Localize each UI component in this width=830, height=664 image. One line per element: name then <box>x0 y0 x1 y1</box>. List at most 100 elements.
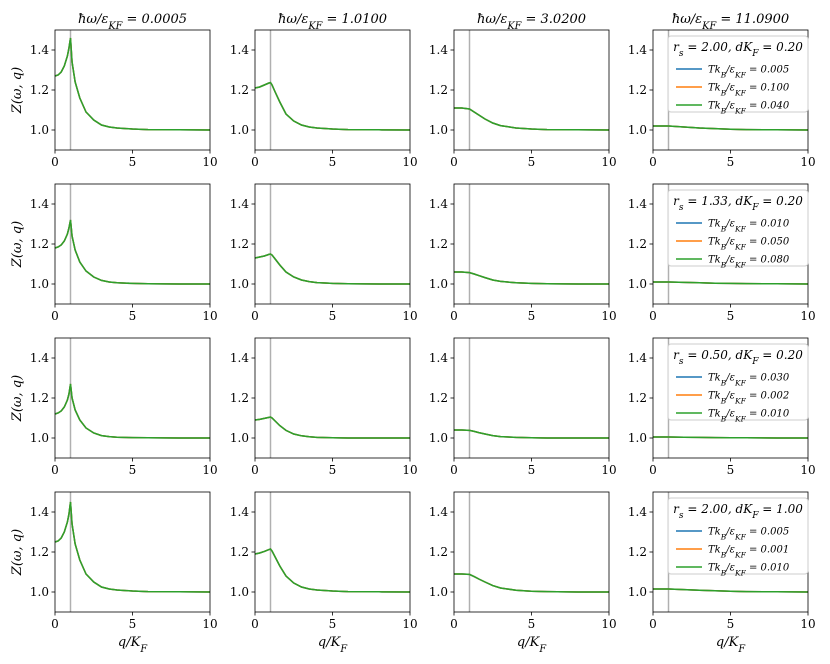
x-tick-label: 5 <box>329 155 337 169</box>
legend: rs = 2.00, dKF = 1.00 TkB/εKF = 0.005 TkB/… <box>667 497 809 578</box>
x-tick-label: 0 <box>649 463 657 477</box>
x-tick-label: 5 <box>727 155 735 169</box>
panel-r3-c0: 0 5 10 1.0 1.2 1.4 Z(ω, q) q/KF <box>10 491 218 655</box>
axes-frame <box>453 29 610 151</box>
series-line-0 <box>454 573 609 593</box>
x-tick-label: 10 <box>800 155 815 169</box>
panel-r3-c3: 0 5 10 1.0 1.2 1.4 q/KF rs = 2.00, dKF = 1.00 Tk… <box>628 491 816 655</box>
series-line-2 <box>54 383 210 439</box>
y-tick-label: 1.0 <box>429 431 448 445</box>
x-tick-label: 5 <box>727 463 735 477</box>
panel-r1-c3: 0 5 10 1.0 1.2 1.4 rs = 1.33, dKF = 0.20 TkB/εK… <box>628 183 816 323</box>
panel-r3-c1: 0 5 10 1.0 1.2 1.4 q/KF <box>230 491 418 655</box>
y-tick-label: 1.4 <box>30 197 49 211</box>
legend-box <box>667 35 809 113</box>
series-line-2 <box>653 281 809 285</box>
x-tick-label: 5 <box>129 155 137 169</box>
series-line-2 <box>54 37 211 131</box>
series-line-0 <box>454 271 609 285</box>
y-tick-label: 1.4 <box>628 505 647 519</box>
x-tick-label: 0 <box>450 463 458 477</box>
series-line-0 <box>254 548 411 593</box>
legend-entry-0: TkB/εKF = 0.005 <box>708 527 789 542</box>
x-axis-label: q/KF <box>318 635 348 655</box>
y-tick-label: 1.0 <box>30 431 49 445</box>
legend-box <box>667 189 809 267</box>
y-tick-label: 1.2 <box>429 237 448 251</box>
y-tick-label: 1.2 <box>429 391 448 405</box>
x-tick-label: 10 <box>202 463 217 477</box>
axes-frame <box>54 183 211 305</box>
x-tick-label: 0 <box>649 617 657 631</box>
y-tick-label: 1.2 <box>429 83 448 97</box>
series-line-2 <box>54 219 210 285</box>
x-tick-label: 0 <box>51 617 59 631</box>
series-line-2 <box>54 501 211 593</box>
series-line-2 <box>254 81 411 131</box>
legend-entry-2: TkB/εKF = 0.010 <box>708 563 790 578</box>
legend-entry-1: TkB/εKF = 0.100 <box>708 83 790 98</box>
y-tick-label: 1.0 <box>429 277 448 291</box>
panel-r2-c3: 0 5 10 1.0 1.2 1.4 rs = 0.50, dKF = 0.20 TkB/εK… <box>628 337 816 477</box>
y-tick-label: 1.2 <box>230 83 249 97</box>
x-tick-label: 5 <box>528 617 536 631</box>
series-line-1 <box>54 383 210 439</box>
series-line-1 <box>454 573 609 593</box>
series-line-0 <box>254 416 410 439</box>
x-tick-label: 5 <box>129 617 137 631</box>
x-tick-label: 0 <box>251 463 259 477</box>
x-tick-label: 10 <box>601 617 616 631</box>
series-line-0 <box>54 383 210 439</box>
series-line-2 <box>254 548 411 593</box>
x-tick-label: 0 <box>51 463 59 477</box>
x-tick-label: 0 <box>450 617 458 631</box>
legend-entry-2: TkB/εKF = 0.040 <box>708 101 790 116</box>
series-line-2 <box>653 436 808 439</box>
series-line-1 <box>454 271 609 285</box>
x-tick-label: 10 <box>800 309 815 323</box>
y-tick-label: 1.2 <box>628 83 647 97</box>
panel-r1-c0: 0 5 10 1.0 1.2 1.4 Z(ω, q) <box>10 183 218 323</box>
series-line-2 <box>454 271 609 285</box>
axes-frame <box>453 491 610 613</box>
panel-r0-c1: 0 5 10 1.0 1.2 1.4 ħω/εKF = 1.0100 <box>230 12 418 169</box>
y-tick-label: 1.4 <box>628 197 647 211</box>
y-tick-label: 1.2 <box>30 83 49 97</box>
y-tick-label: 1.0 <box>628 585 647 599</box>
x-tick-label: 5 <box>129 309 137 323</box>
y-tick-label: 1.4 <box>30 43 49 57</box>
series-line-0 <box>54 501 211 593</box>
column-title-2: ħω/εKF = 3.0200 <box>477 12 586 32</box>
panel-r1-c1: 0 5 10 1.0 1.2 1.4 <box>230 183 418 323</box>
axes-frame <box>254 29 411 151</box>
legend-title: rs = 1.33, dKF = 0.20 <box>673 194 803 213</box>
legend-entry-0: TkB/εKF = 0.030 <box>708 373 790 388</box>
x-tick-label: 0 <box>251 155 259 169</box>
legend-title: rs = 0.50, dKF = 0.20 <box>673 348 803 367</box>
series-line-2 <box>254 416 410 439</box>
y-tick-label: 1.4 <box>628 351 647 365</box>
y-tick-label: 1.0 <box>230 277 249 291</box>
series-line-1 <box>254 416 410 439</box>
legend: rs = 2.00, dKF = 0.20 TkB/εKF = 0.005 TkB/… <box>667 35 809 116</box>
x-tick-label: 0 <box>51 309 59 323</box>
y-tick-label: 1.4 <box>628 43 647 57</box>
panel-r0-c0: 0 5 10 1.0 1.2 1.4 ħω/εKF = 0.0005 Z(ω, q) <box>10 12 218 169</box>
y-tick-label: 1.0 <box>230 431 249 445</box>
x-tick-label: 0 <box>51 155 59 169</box>
series-line-1 <box>454 107 610 131</box>
panel-r2-c2: 0 5 10 1.0 1.2 1.4 <box>429 337 617 477</box>
series-line-0 <box>254 253 410 285</box>
series-line-1 <box>54 37 211 131</box>
column-title-1: ħω/εKF = 1.0100 <box>278 12 387 32</box>
x-tick-label: 0 <box>251 617 259 631</box>
series-line-1 <box>254 548 411 593</box>
y-tick-label: 1.2 <box>230 545 249 559</box>
legend-entry-1: TkB/εKF = 0.001 <box>708 545 789 560</box>
x-tick-label: 5 <box>329 309 337 323</box>
y-tick-label: 1.2 <box>429 545 448 559</box>
legend: rs = 1.33, dKF = 0.20 TkB/εKF = 0.010 TkB/… <box>667 189 809 269</box>
y-tick-label: 1.4 <box>429 43 448 57</box>
y-axis-label: Z(ω, q) <box>10 375 25 422</box>
